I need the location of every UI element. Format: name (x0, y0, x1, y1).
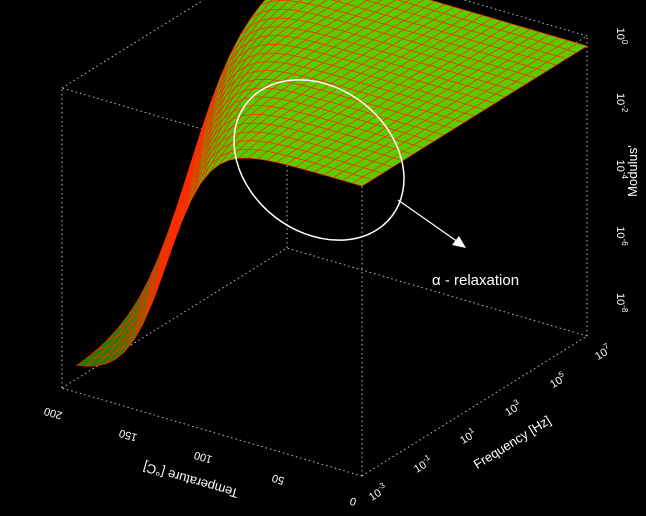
x-tick-label: 100 (193, 449, 214, 466)
x-tick-label: 50 (271, 471, 286, 486)
annotation-arrow (397, 199, 459, 243)
y-tick-label: 10-1 (410, 452, 435, 475)
axis-labels: Temperature [°C] Frequency [Hz] Modulus' (141, 145, 640, 501)
axis-ticks: 0 50 100 150 200 10-3 10-1 101 103 105 107 10-8 10-6… (43, 28, 629, 508)
surface-cell (288, 0, 303, 3)
surface-cell (336, 0, 355, 5)
y-tick-label: 103 (502, 397, 525, 419)
surface-cell (279, 0, 292, 2)
x-tick-label: 0 (349, 494, 358, 507)
z-tick-label: 100 (614, 28, 629, 45)
annotation: α - relaxation (233, 79, 519, 289)
z-tick-label: 10-6 (614, 226, 629, 246)
y-tick-label: 105 (547, 369, 570, 391)
y-axis-label: Frequency [Hz] (471, 412, 554, 471)
box-edge (61, 247, 288, 389)
surface-cell (298, 0, 315, 4)
z-tick-label: 10-2 (614, 93, 629, 113)
surface-cell (269, 0, 282, 2)
x-tick-label: 150 (118, 427, 139, 444)
y-tick-label: 10-3 (365, 480, 390, 503)
z-tick-label: 10-8 (614, 293, 629, 313)
box-edge (361, 335, 588, 477)
z-tick-label: 10-4 (614, 160, 629, 180)
x-axis-label: Temperature [°C] (141, 460, 240, 502)
y-tick-label: 107 (592, 341, 615, 363)
y-tick-label: 101 (457, 425, 480, 447)
modulus-surface (76, 0, 588, 367)
z-axis-label: Modulus' (625, 145, 640, 197)
surface-cell (566, 42, 588, 53)
annotation-label: α - relaxation (432, 272, 519, 289)
annotation-ellipse (233, 79, 405, 241)
annotation-arrowhead (452, 236, 466, 248)
surface-cell (259, 0, 273, 6)
x-tick-label: 200 (43, 405, 64, 422)
surface-cell (366, 0, 383, 4)
box-edge (286, 247, 588, 337)
